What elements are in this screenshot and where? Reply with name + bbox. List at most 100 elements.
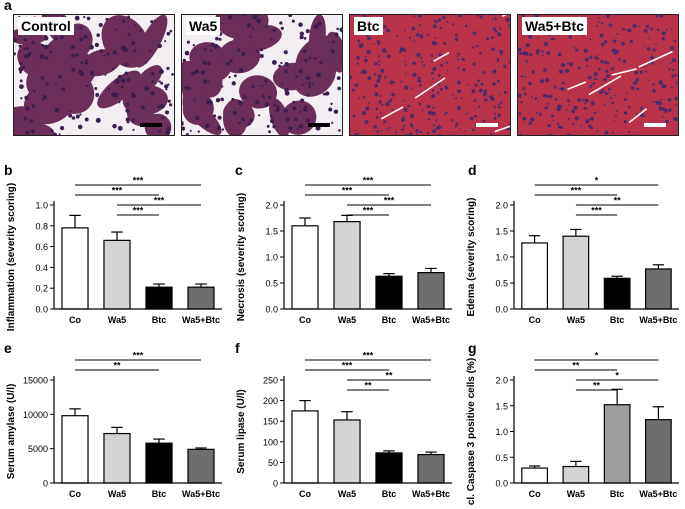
cell-nucleus bbox=[534, 97, 538, 100]
x-tick-label: Wa5 bbox=[108, 489, 126, 499]
cell-nucleus bbox=[661, 37, 665, 41]
cell-nucleus bbox=[446, 69, 449, 72]
cell-nucleus bbox=[556, 107, 561, 112]
micrograph-label: Wa5+Btc bbox=[522, 17, 588, 35]
cell-nucleus bbox=[655, 15, 659, 18]
cell-nucleus bbox=[445, 111, 448, 114]
cell-nucleus bbox=[298, 123, 303, 129]
cell-nucleus bbox=[652, 48, 656, 52]
cell-nucleus bbox=[417, 79, 422, 83]
cell-nucleus bbox=[462, 68, 466, 72]
tissue-lobule bbox=[239, 75, 278, 109]
cell-nucleus bbox=[165, 88, 168, 91]
cell-nucleus bbox=[596, 129, 599, 132]
cell-nucleus bbox=[25, 46, 29, 51]
cell-nucleus bbox=[25, 106, 30, 111]
cell-nucleus bbox=[330, 49, 335, 54]
cell-nucleus bbox=[264, 79, 268, 83]
y-tick-label: 1.5 bbox=[265, 227, 278, 237]
cell-nucleus bbox=[432, 128, 437, 133]
cell-nucleus bbox=[474, 114, 478, 118]
x-tick-label: Btc bbox=[610, 315, 625, 325]
cell-nucleus bbox=[374, 92, 379, 97]
x-tick-label: Wa5+Btc bbox=[182, 315, 220, 325]
cell-nucleus bbox=[192, 43, 195, 47]
cell-nucleus bbox=[185, 133, 189, 135]
cell-nucleus bbox=[457, 67, 460, 70]
significance-label: ** bbox=[593, 381, 601, 391]
cell-nucleus bbox=[122, 19, 126, 24]
cell-nucleus bbox=[659, 79, 663, 84]
cell-nucleus bbox=[165, 110, 170, 115]
cell-nucleus bbox=[606, 74, 610, 78]
cell-nucleus bbox=[395, 35, 398, 38]
cell-nucleus bbox=[225, 61, 230, 66]
cell-nucleus bbox=[519, 51, 523, 55]
cell-nucleus bbox=[522, 51, 527, 56]
cell-nucleus bbox=[589, 84, 593, 88]
cell-nucleus bbox=[437, 91, 440, 94]
cell-nucleus bbox=[333, 109, 339, 114]
cell-nucleus bbox=[494, 16, 497, 19]
cell-nucleus bbox=[74, 15, 80, 21]
cell-nucleus bbox=[600, 60, 604, 64]
significance-label: ** bbox=[364, 381, 372, 391]
cell-nucleus bbox=[588, 76, 592, 80]
cell-nucleus bbox=[71, 67, 76, 72]
cell-nucleus bbox=[311, 83, 314, 86]
cell-nucleus bbox=[374, 83, 379, 88]
cell-nucleus bbox=[158, 129, 162, 133]
cell-nucleus bbox=[19, 61, 23, 65]
cell-nucleus bbox=[605, 69, 609, 73]
cell-nucleus bbox=[417, 76, 421, 80]
cell-nucleus bbox=[187, 86, 191, 91]
cell-nucleus bbox=[499, 27, 502, 30]
cell-nucleus bbox=[608, 23, 612, 27]
cell-nucleus bbox=[528, 34, 533, 39]
cell-nucleus bbox=[675, 104, 678, 106]
cell-nucleus bbox=[530, 96, 533, 98]
cell-nucleus bbox=[313, 57, 317, 60]
y-tick-label: 1.0 bbox=[495, 427, 508, 437]
cell-nucleus bbox=[124, 71, 129, 75]
cell-nucleus bbox=[291, 19, 295, 23]
cell-nucleus bbox=[465, 24, 468, 28]
cell-nucleus bbox=[624, 98, 627, 101]
y-tick-label: 0.2 bbox=[35, 284, 48, 294]
cell-nucleus bbox=[388, 126, 391, 130]
cell-nucleus bbox=[379, 94, 382, 98]
cell-nucleus bbox=[428, 110, 433, 116]
cell-nucleus bbox=[365, 107, 369, 111]
cell-nucleus bbox=[583, 48, 588, 53]
cell-nucleus bbox=[376, 40, 381, 44]
cell-nucleus bbox=[431, 94, 436, 99]
cell-nucleus bbox=[585, 119, 590, 124]
cell-nucleus bbox=[299, 31, 304, 36]
cell-nucleus bbox=[194, 69, 200, 74]
cell-nucleus bbox=[673, 39, 676, 42]
cell-nucleus bbox=[621, 27, 625, 31]
cell-nucleus bbox=[138, 29, 142, 33]
cell-nucleus bbox=[589, 55, 593, 59]
cell-nucleus bbox=[537, 53, 540, 56]
micrograph-btc: Btc bbox=[349, 14, 511, 136]
bar-co bbox=[291, 410, 319, 484]
cell-nucleus bbox=[521, 15, 525, 18]
cell-nucleus bbox=[616, 32, 619, 35]
cell-nucleus bbox=[382, 48, 387, 53]
cell-nucleus bbox=[634, 70, 639, 75]
cell-nucleus bbox=[271, 60, 277, 65]
cell-nucleus bbox=[377, 42, 381, 46]
cell-nucleus bbox=[565, 68, 570, 73]
y-tick-label: 0.6 bbox=[35, 242, 48, 252]
cell-nucleus bbox=[117, 125, 123, 131]
panel-letter-g: g bbox=[468, 340, 477, 356]
cell-nucleus bbox=[411, 126, 414, 129]
cell-nucleus bbox=[627, 28, 632, 33]
cell-nucleus bbox=[104, 73, 107, 76]
cell-nucleus bbox=[493, 117, 497, 121]
cell-nucleus bbox=[466, 84, 469, 86]
cell-nucleus bbox=[111, 92, 117, 98]
cell-nucleus bbox=[674, 97, 678, 101]
tissue-lobule bbox=[295, 35, 338, 77]
